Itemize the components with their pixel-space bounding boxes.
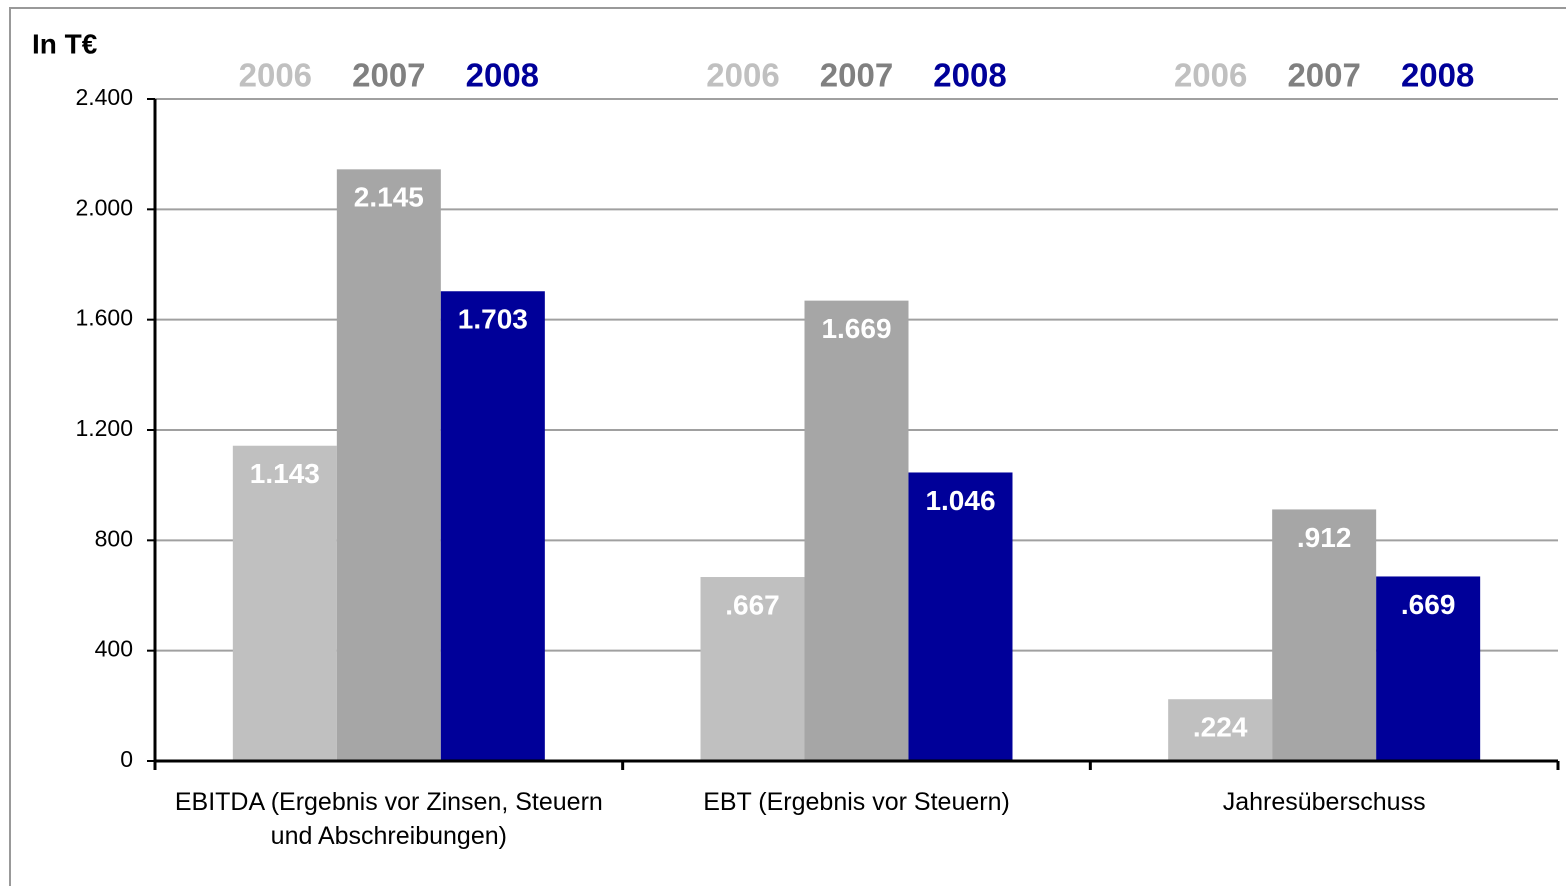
y-tick-label: 0 (120, 746, 133, 772)
y-axis-label: In T€ (32, 28, 98, 59)
data-label: .224 (1193, 712, 1248, 743)
bar (908, 472, 1013, 761)
legend-label: 2008 (1401, 57, 1474, 94)
data-label: .912 (1297, 522, 1352, 553)
data-label: .667 (725, 589, 780, 620)
y-tick-label: 400 (95, 636, 133, 662)
bar (232, 445, 337, 761)
bar (700, 577, 805, 761)
legend-label: 2007 (820, 57, 893, 94)
bar (1272, 509, 1377, 761)
legend-label: 2007 (352, 57, 425, 94)
x-tick-label: EBT (Ergebnis vor Steuern) (703, 788, 1010, 816)
bar (336, 169, 441, 761)
y-tick-label: 2.400 (75, 84, 133, 110)
legend-label: 2008 (466, 57, 539, 94)
data-label: 1.669 (821, 313, 891, 344)
data-label: 1.143 (250, 458, 320, 489)
bar (1168, 699, 1273, 761)
data-label: .669 (1401, 589, 1456, 620)
legend-label: 2006 (1174, 57, 1247, 94)
frame (9, 7, 1566, 886)
legend-label: 2006 (239, 57, 312, 94)
y-tick-label: 800 (95, 525, 133, 551)
data-label: 1.046 (925, 485, 995, 516)
x-tick-label: EBITDA (Ergebnis vor Zinsen, Steuern und… (174, 788, 603, 850)
y-tick-label: 2.000 (75, 194, 133, 220)
bar (440, 291, 545, 761)
data-label: 1.703 (458, 304, 528, 335)
bar (1376, 576, 1481, 761)
legend-label: 2008 (933, 57, 1006, 94)
bar (804, 300, 909, 761)
x-tick-label: Jahresüberschuss (1222, 788, 1426, 816)
legend-label: 2007 (1287, 57, 1360, 94)
data-label: 2.145 (354, 182, 424, 213)
legend-label: 2006 (706, 57, 779, 94)
y-tick-label: 1.200 (75, 415, 133, 441)
y-tick-label: 1.600 (75, 305, 133, 331)
